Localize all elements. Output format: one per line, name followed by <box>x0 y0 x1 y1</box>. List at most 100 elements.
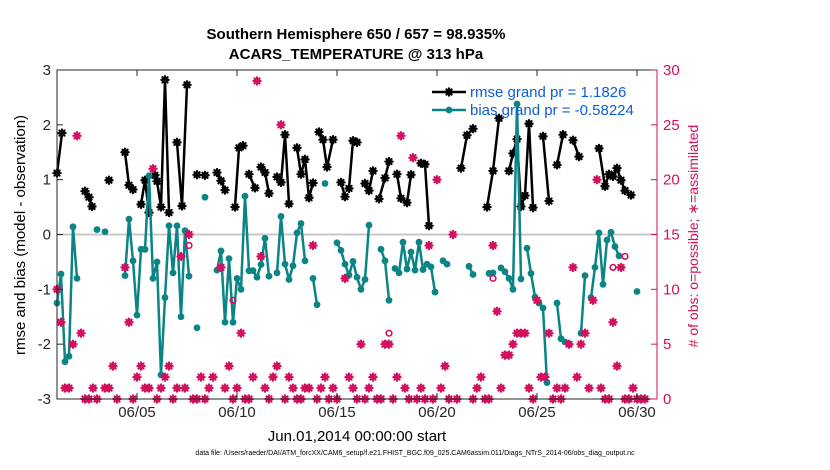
legend-label-1: bias grand pr = -0.58224 <box>470 102 634 119</box>
obs-assimilated-point-core <box>615 364 619 369</box>
obs-assimilated-point-core <box>71 342 75 347</box>
obs-assimilated-point-core <box>287 375 291 380</box>
series-0-point <box>216 176 226 186</box>
series-0-point <box>164 207 174 218</box>
obs-assimilated-point-core <box>411 155 415 160</box>
obs-assimilated-point-core <box>207 386 211 391</box>
y-tick-label-left: 3 <box>43 62 51 79</box>
y-tick-label-right: 25 <box>663 117 680 134</box>
series-1-point <box>193 324 201 332</box>
y-tick-label-left: -3 <box>38 391 51 408</box>
series-1-point <box>253 273 261 281</box>
obs-assimilated-point-core <box>263 386 267 391</box>
series-0-point-core <box>195 172 199 177</box>
obs-assimilated-point <box>356 339 366 349</box>
series-1-point <box>381 257 389 265</box>
series-1-point <box>539 304 547 312</box>
obs-assimilated-point-core <box>167 364 171 369</box>
y-tick-label-right: 30 <box>663 62 680 79</box>
obs-assimilated-point <box>520 328 530 338</box>
series-0-point <box>244 169 254 179</box>
obs-assimilated-point-core <box>183 386 187 391</box>
series-0-point <box>612 163 622 173</box>
obs-assimilated-point-core <box>591 298 595 303</box>
series-0-point-core <box>267 191 271 196</box>
series-1-point <box>57 270 65 278</box>
obs-assimilated-point <box>180 383 190 393</box>
obs-assimilated-point <box>504 350 514 360</box>
obs-assimilated-point <box>564 339 574 349</box>
obs-assimilated-point <box>208 372 218 382</box>
obs-assimilated-point <box>224 361 234 371</box>
series-0-point <box>384 156 394 167</box>
series-0-point-core <box>311 180 315 185</box>
obs-assimilated-point-core <box>307 386 311 391</box>
obs-assimilated-point-core <box>451 232 455 237</box>
series-0-point <box>104 175 114 185</box>
obs-assimilated-point <box>424 240 434 251</box>
obs-assimilated-point <box>508 339 518 349</box>
obs-assimilated-point-core <box>507 353 511 358</box>
obs-assimilated-point <box>540 372 550 382</box>
series-0-point <box>276 177 286 188</box>
series-1-point <box>133 311 141 319</box>
series-0-point-core <box>223 188 227 193</box>
series-0-point <box>182 80 192 90</box>
series-1-point <box>607 228 615 236</box>
obs-assimilated-point-core <box>223 386 227 391</box>
obs-assimilated-point-core <box>239 331 243 336</box>
y-tick-label-left: 2 <box>43 117 51 134</box>
obs-assimilated-point-core <box>511 342 515 347</box>
series-1-point <box>221 318 229 326</box>
series-0-point-core <box>263 170 267 175</box>
series-0-point <box>360 178 370 189</box>
obs-assimilated-point-core <box>235 386 239 391</box>
obs-assimilated-point-core <box>311 243 315 248</box>
obs-assimilated-point-core <box>387 342 391 347</box>
obs-assimilated-point-core <box>499 386 503 391</box>
series-1-point <box>233 274 241 282</box>
series-0-point <box>230 202 240 212</box>
series-0-point-core <box>203 173 207 178</box>
y-tick-label-right: 5 <box>663 336 671 353</box>
obs-assimilated-point-core <box>619 265 623 270</box>
obs-assimilated-point <box>288 383 298 393</box>
obs-assimilated-point-core <box>527 386 531 391</box>
obs-assimilated-point-core <box>259 254 263 259</box>
series-1-point <box>265 272 273 280</box>
series-0-point-core <box>611 174 615 179</box>
obs-assimilated-point <box>488 240 498 251</box>
obs-assimilated-point-core <box>427 243 431 248</box>
obs-assimilated-point-core <box>543 375 547 380</box>
series-1-point <box>517 275 525 283</box>
series-0-point-core <box>185 82 189 87</box>
obs-assimilated-point <box>608 317 618 327</box>
series-1-point <box>145 172 153 180</box>
series-0-point <box>420 159 430 170</box>
series-1-point <box>249 267 257 275</box>
series-0-point <box>120 147 130 157</box>
series-0-point <box>558 130 568 140</box>
series-1-point <box>415 238 423 246</box>
series-1-point <box>553 299 561 307</box>
obs-assimilated-point-core <box>575 375 579 380</box>
obs-assimilated-point <box>472 383 482 393</box>
obs-assimilated-point <box>368 372 378 382</box>
y-tick-label-left: 0 <box>43 227 51 244</box>
obs-assimilated-point-core <box>595 177 599 182</box>
obs-assimilated-point <box>400 383 410 393</box>
obs-assimilated-point-core <box>111 364 115 369</box>
obs-assimilated-point <box>612 361 622 371</box>
series-0-point-core <box>427 223 431 228</box>
series-0-point-core <box>377 196 381 201</box>
obs-assimilated-point-core <box>563 386 567 391</box>
series-0-point-core <box>423 162 427 167</box>
series-0-line <box>541 136 551 202</box>
obs-assimilated-point <box>392 372 402 382</box>
series-0-point-core <box>497 116 501 121</box>
series-0-point <box>620 185 630 196</box>
series-0-point <box>524 119 534 129</box>
series-0-point <box>574 151 584 162</box>
series-0-point <box>538 131 548 142</box>
